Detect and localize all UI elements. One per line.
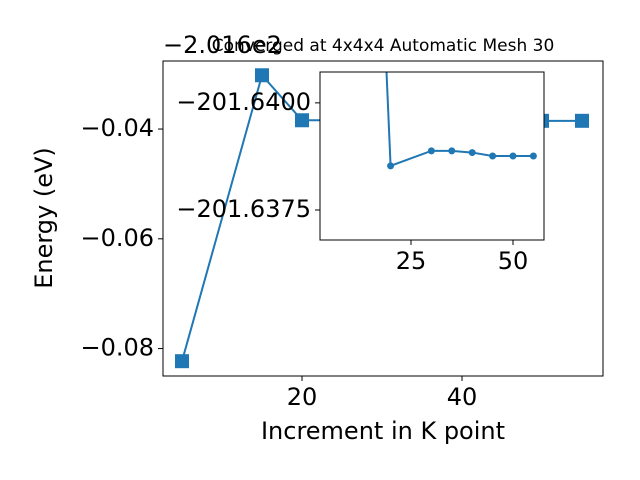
- y-tick-label: −0.06: [80, 224, 154, 252]
- marker: [387, 162, 395, 170]
- marker: [468, 149, 476, 157]
- x-tick-label: 20: [287, 383, 318, 411]
- plot-content: [385, 72, 537, 170]
- marker: [489, 152, 497, 160]
- y-axis-label: Energy (eV): [30, 147, 58, 289]
- chart-title: Converged at 4x4x4 Automatic Mesh 30: [212, 36, 555, 56]
- y-tick-label: −0.08: [80, 334, 154, 362]
- x-tick-label: 40: [447, 383, 478, 411]
- x-axis-label: Increment in K point: [261, 417, 505, 445]
- marker: [575, 113, 589, 128]
- marker: [295, 113, 309, 128]
- marker: [529, 152, 537, 160]
- axes-frame: [319, 71, 545, 241]
- marker: [448, 147, 456, 155]
- marker: [427, 147, 435, 155]
- marker: [509, 152, 517, 160]
- marker: [255, 68, 269, 83]
- y-tick-label: −201.6400: [176, 88, 311, 116]
- x-tick-label: 50: [498, 247, 529, 275]
- offset-text: −2.016e2: [163, 31, 282, 59]
- y-tick-label: −201.6375: [176, 195, 311, 223]
- x-tick-label: 25: [396, 247, 427, 275]
- axes-frame: [162, 60, 604, 377]
- y-tick-label: −0.04: [80, 114, 154, 142]
- marker: [175, 354, 189, 369]
